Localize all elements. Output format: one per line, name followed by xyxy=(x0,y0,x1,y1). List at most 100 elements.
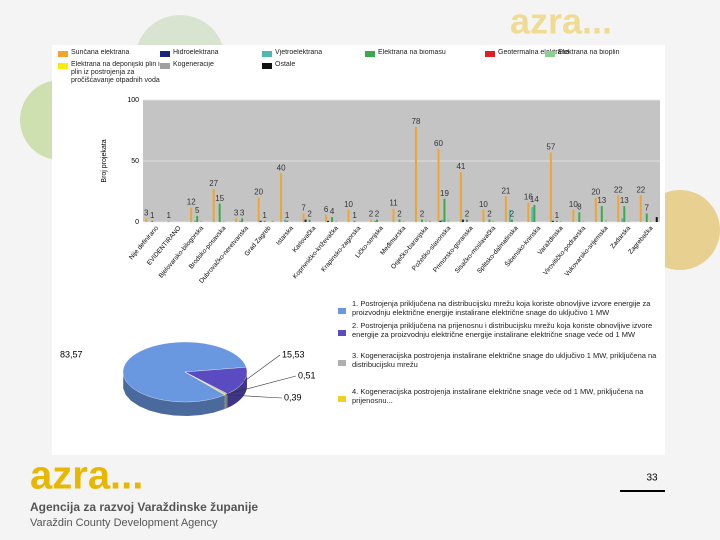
legend-swatch xyxy=(160,63,170,69)
bar xyxy=(459,171,462,222)
value-label: 3 xyxy=(234,208,239,217)
value-label: 13 xyxy=(597,196,606,205)
bar xyxy=(582,220,585,222)
pie-value-label: 0,39 xyxy=(284,392,302,402)
value-label: 16 xyxy=(524,193,533,202)
bar xyxy=(308,219,311,222)
bar xyxy=(370,219,373,222)
legend-label-box: Ostale xyxy=(275,61,296,68)
value-label: 2 xyxy=(369,210,374,219)
value-label: 12 xyxy=(187,197,196,206)
bar xyxy=(424,219,427,222)
pie-slice xyxy=(122,341,247,403)
value-label: 2 xyxy=(420,210,425,219)
pie-side xyxy=(224,394,227,409)
value-label: 60 xyxy=(434,139,443,148)
legend-swatch xyxy=(338,330,346,336)
bar xyxy=(376,219,379,222)
bar xyxy=(510,219,513,222)
y-tick-label: 50 xyxy=(131,158,139,165)
bar xyxy=(190,207,193,222)
bar xyxy=(145,218,148,222)
bar xyxy=(325,214,328,222)
legend-swatch xyxy=(485,51,495,57)
value-label: 6 xyxy=(324,205,329,214)
bar xyxy=(551,220,554,222)
legend-label-box: Elektrana na bioplin xyxy=(558,49,620,56)
value-label: 2 xyxy=(375,210,380,219)
bar xyxy=(335,220,338,222)
bar xyxy=(623,206,626,222)
value-label: 27 xyxy=(209,179,218,188)
legend-label: Ostale xyxy=(275,61,296,68)
value-label: 22 xyxy=(614,185,623,194)
bar xyxy=(331,217,334,222)
bar xyxy=(439,220,442,222)
bar xyxy=(461,219,464,222)
legend-swatch xyxy=(58,51,68,57)
leader-line xyxy=(243,354,281,382)
pie-side xyxy=(226,393,228,409)
bar xyxy=(600,206,603,222)
bar xyxy=(549,152,552,222)
value-label: 20 xyxy=(591,188,600,197)
bar xyxy=(218,203,221,222)
legend-label-box: 3. Kogeneracijska postrojenja instaliran… xyxy=(352,352,656,369)
value-label: 3 xyxy=(240,208,245,217)
legend-label: Elektrana na bioplin xyxy=(558,49,620,56)
legend-swatch xyxy=(338,308,346,314)
bar xyxy=(269,220,272,222)
bar xyxy=(492,220,495,222)
value-label: 1 xyxy=(262,211,267,220)
legend-label-box: Vjetroelektrana xyxy=(275,49,322,56)
legend-label-box: Elektrana na deponijski plin i plin iz p… xyxy=(71,61,160,84)
pie-side xyxy=(123,374,225,416)
value-label: 10 xyxy=(569,200,578,209)
bar xyxy=(655,217,658,222)
bar xyxy=(263,220,266,222)
value-label: 57 xyxy=(546,143,555,152)
value-label: 4 xyxy=(330,207,335,216)
value-label: 3 xyxy=(144,208,149,217)
logo: azra... xyxy=(30,454,143,498)
legend-swatch xyxy=(545,51,555,57)
bar xyxy=(241,218,244,222)
bar xyxy=(353,220,356,222)
bar xyxy=(441,219,444,222)
agency-en: Varaždin County Development Agency xyxy=(30,517,218,529)
value-label: 40 xyxy=(277,163,286,172)
bar xyxy=(508,209,511,222)
bar xyxy=(239,220,242,222)
bar xyxy=(555,220,558,222)
bar xyxy=(639,195,642,222)
bar xyxy=(347,209,350,222)
agency-hr: Agencija za razvoj Varaždinske županije xyxy=(30,500,258,514)
y-tick-label: 0 xyxy=(135,219,139,226)
legend-label: Geotermalna elektrana xyxy=(498,49,570,56)
value-label: 11 xyxy=(389,199,398,208)
bar xyxy=(420,219,423,222)
pie-value-label: 83,57 xyxy=(60,349,83,359)
bar xyxy=(222,220,225,222)
bar xyxy=(194,220,197,222)
bar xyxy=(627,220,630,222)
bar xyxy=(649,220,652,222)
value-label: 19 xyxy=(440,189,449,198)
value-label: 20 xyxy=(254,188,263,197)
bar xyxy=(443,198,446,222)
value-label: 1 xyxy=(166,211,171,220)
legend-swatch xyxy=(58,63,68,69)
bar xyxy=(271,220,274,222)
bar xyxy=(437,148,440,222)
value-label: 2 xyxy=(307,210,312,219)
bar xyxy=(284,219,287,222)
bar xyxy=(482,209,485,222)
value-label: 14 xyxy=(530,195,539,204)
bar xyxy=(167,220,170,222)
value-label: 15 xyxy=(215,194,224,203)
bar xyxy=(572,209,575,222)
bar xyxy=(151,220,154,222)
legend-label-box: Geotermalna elektrana xyxy=(498,49,570,56)
value-label: 41 xyxy=(456,162,465,171)
